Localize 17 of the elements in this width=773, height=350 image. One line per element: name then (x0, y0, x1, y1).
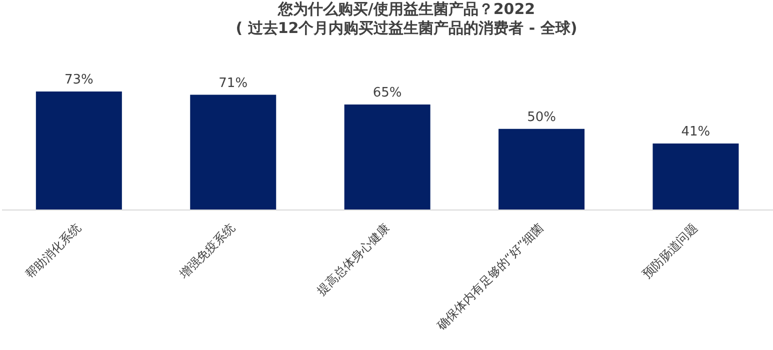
bar (190, 94, 276, 210)
bar (652, 143, 739, 210)
data-label: 50% (527, 110, 556, 125)
x-tick-label: 帮助消化系统 (22, 220, 84, 282)
bar (36, 92, 122, 210)
x-tick-label: 增强免疫系统 (176, 220, 238, 282)
x-tick-label: 提高总体身心健康 (314, 220, 392, 298)
bar (344, 104, 430, 210)
x-tick-label: 确保体内有足够的“好”细菌 (433, 220, 546, 334)
data-label: 73% (64, 72, 94, 88)
chart-title: 您为什么购买/使用益生菌产品？2022 (276, 0, 536, 19)
chart-subtitle: ( 过去12个月内购买过益生菌产品的消费者 - 全球) (234, 19, 578, 38)
data-label: 41% (681, 124, 710, 140)
x-tick-label: 预防肠道问题 (640, 220, 700, 282)
data-label: 65% (372, 86, 402, 101)
data-label: 71% (218, 76, 248, 91)
bar (498, 128, 585, 210)
